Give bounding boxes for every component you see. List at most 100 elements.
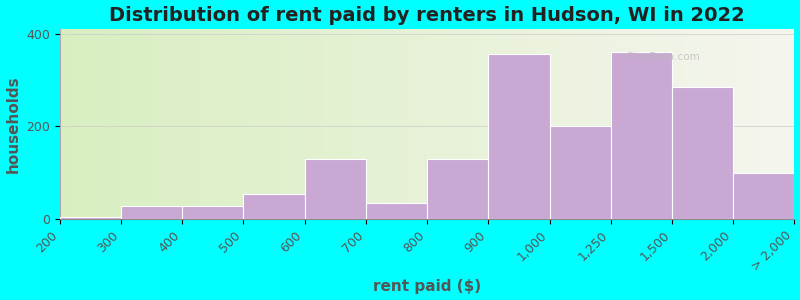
Bar — [280, 29, 287, 219]
Bar — [236, 29, 243, 219]
Bar — [412, 29, 420, 219]
Bar — [354, 29, 361, 219]
Bar — [464, 29, 471, 219]
Bar — [420, 29, 427, 219]
Bar — [530, 29, 538, 219]
Bar — [178, 29, 185, 219]
Bar — [618, 29, 626, 219]
Bar — [677, 29, 684, 219]
Bar — [366, 203, 427, 219]
Bar — [206, 29, 214, 219]
Bar — [434, 29, 442, 219]
Bar — [478, 29, 486, 219]
Y-axis label: households: households — [6, 75, 21, 173]
Bar — [346, 29, 354, 219]
Bar — [427, 29, 434, 219]
Bar — [566, 29, 574, 219]
Bar — [170, 29, 178, 219]
Bar — [89, 29, 97, 219]
Bar — [310, 29, 317, 219]
Bar — [331, 29, 339, 219]
Bar — [376, 29, 383, 219]
Bar — [273, 29, 280, 219]
Bar — [758, 29, 765, 219]
Bar — [765, 29, 773, 219]
Bar — [750, 29, 758, 219]
Bar — [706, 29, 714, 219]
Bar — [670, 29, 677, 219]
Bar — [734, 173, 794, 219]
Bar — [486, 29, 494, 219]
Bar — [148, 29, 155, 219]
Bar — [610, 29, 618, 219]
Bar — [574, 29, 582, 219]
Bar — [60, 217, 121, 219]
Bar — [714, 29, 721, 219]
Bar — [398, 29, 405, 219]
Bar — [662, 29, 670, 219]
Bar — [552, 29, 559, 219]
Bar — [302, 29, 310, 219]
Bar — [596, 29, 603, 219]
Bar — [721, 29, 728, 219]
Bar — [155, 29, 162, 219]
Bar — [97, 29, 104, 219]
Bar — [449, 29, 457, 219]
Bar — [82, 29, 89, 219]
Bar — [67, 29, 74, 219]
Bar — [743, 29, 750, 219]
Bar — [199, 29, 206, 219]
Bar — [442, 29, 449, 219]
Bar — [192, 29, 199, 219]
Bar — [488, 54, 550, 219]
Bar — [126, 29, 133, 219]
Bar — [550, 126, 610, 219]
Bar — [626, 29, 633, 219]
Bar — [229, 29, 236, 219]
Bar — [582, 29, 589, 219]
Bar — [457, 29, 464, 219]
Bar — [60, 29, 67, 219]
Bar — [243, 194, 305, 219]
Bar — [405, 29, 412, 219]
Bar — [185, 29, 192, 219]
Bar — [118, 29, 126, 219]
Bar — [610, 52, 672, 219]
Bar — [390, 29, 398, 219]
Bar — [655, 29, 662, 219]
Bar — [361, 29, 368, 219]
Bar — [104, 29, 111, 219]
Bar — [603, 29, 610, 219]
Bar — [222, 29, 229, 219]
Bar — [324, 29, 331, 219]
Bar — [287, 29, 295, 219]
Bar — [559, 29, 566, 219]
Bar — [162, 29, 170, 219]
Bar — [699, 29, 706, 219]
Bar — [121, 206, 182, 219]
Bar — [780, 29, 787, 219]
Bar — [141, 29, 148, 219]
Title: Distribution of rent paid by renters in Hudson, WI in 2022: Distribution of rent paid by renters in … — [110, 6, 745, 25]
Bar — [266, 29, 273, 219]
Bar — [427, 159, 488, 219]
Bar — [728, 29, 736, 219]
Bar — [515, 29, 522, 219]
Bar — [640, 29, 647, 219]
Bar — [74, 29, 82, 219]
Bar — [383, 29, 390, 219]
Bar — [471, 29, 478, 219]
Bar — [501, 29, 508, 219]
Text: City-Data.com: City-Data.com — [626, 52, 700, 62]
Bar — [305, 159, 366, 219]
Bar — [295, 29, 302, 219]
Bar — [508, 29, 515, 219]
Bar — [133, 29, 141, 219]
Bar — [368, 29, 376, 219]
X-axis label: rent paid ($): rent paid ($) — [373, 279, 481, 294]
Bar — [258, 29, 266, 219]
Bar — [182, 206, 243, 219]
Bar — [672, 87, 734, 219]
Bar — [647, 29, 655, 219]
Bar — [522, 29, 530, 219]
